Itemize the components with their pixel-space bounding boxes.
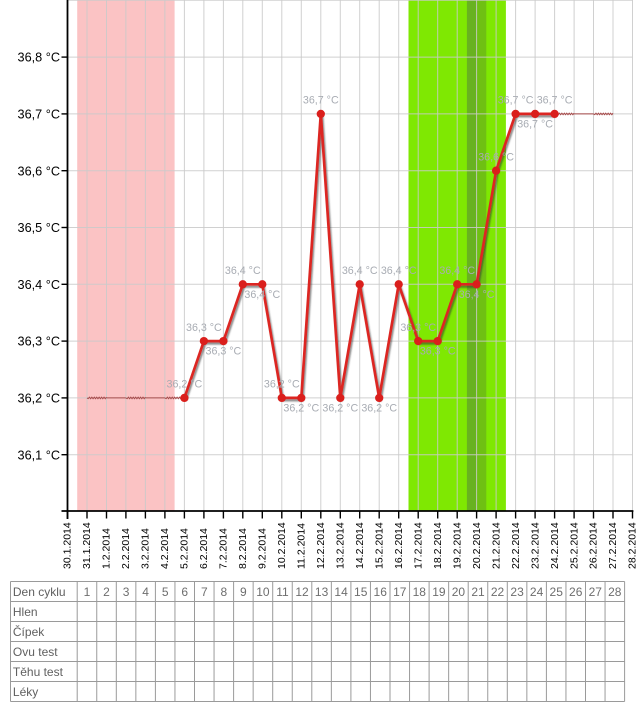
svg-text:21.2.2014: 21.2.2014 [490, 522, 502, 569]
svg-text:17.2.2014: 17.2.2014 [412, 522, 424, 569]
svg-text:8: 8 [220, 585, 227, 599]
svg-text:7: 7 [201, 585, 208, 599]
svg-text:2.2.2014: 2.2.2014 [120, 528, 132, 569]
svg-text:25: 25 [550, 585, 564, 599]
svg-text:31.1.2014: 31.1.2014 [81, 522, 93, 569]
svg-text:27.2.2014: 27.2.2014 [607, 522, 619, 569]
svg-text:Hlen: Hlen [13, 605, 38, 619]
svg-text:36,2 °C: 36,2 °C [18, 392, 60, 406]
svg-text:36,6 °C: 36,6 °C [18, 164, 60, 178]
svg-text:2: 2 [103, 585, 110, 599]
svg-text:20: 20 [452, 585, 466, 599]
svg-text:36,4 °C: 36,4 °C [18, 278, 60, 292]
svg-text:36,3 °C: 36,3 °C [18, 335, 60, 349]
svg-text:10: 10 [256, 585, 270, 599]
svg-text:36,3 °C: 36,3 °C [186, 322, 222, 334]
svg-text:36,2 °C: 36,2 °C [283, 403, 319, 415]
svg-text:36,4 °C: 36,4 °C [225, 265, 261, 277]
svg-text:16: 16 [374, 585, 388, 599]
svg-text:1: 1 [84, 585, 91, 599]
svg-text:14: 14 [334, 585, 348, 599]
svg-text:4.2.2014: 4.2.2014 [159, 528, 171, 569]
svg-text:36,4 °C: 36,4 °C [459, 289, 495, 301]
svg-text:36,4 °C: 36,4 °C [244, 289, 280, 301]
svg-text:36,4 °C: 36,4 °C [342, 265, 378, 277]
svg-text:6.2.2014: 6.2.2014 [198, 528, 210, 569]
svg-text:10.2.2014: 10.2.2014 [276, 522, 288, 569]
svg-text:36,5 °C: 36,5 °C [18, 221, 60, 235]
svg-text:9: 9 [240, 585, 247, 599]
svg-text:23: 23 [510, 585, 524, 599]
svg-text:3.2.2014: 3.2.2014 [140, 528, 152, 569]
svg-text:Den cyklu: Den cyklu [13, 585, 66, 599]
svg-text:19.2.2014: 19.2.2014 [451, 522, 463, 569]
svg-text:30.1.2014: 30.1.2014 [62, 522, 74, 569]
svg-text:36,2 °C: 36,2 °C [361, 403, 397, 415]
svg-text:26: 26 [569, 585, 583, 599]
svg-text:17: 17 [393, 585, 407, 599]
svg-text:36,8 °C: 36,8 °C [18, 51, 60, 65]
svg-text:36,3 °C: 36,3 °C [420, 346, 456, 358]
svg-text:3: 3 [123, 585, 130, 599]
svg-text:22: 22 [491, 585, 505, 599]
svg-text:21: 21 [471, 585, 485, 599]
svg-text:7.2.2014: 7.2.2014 [218, 528, 230, 569]
svg-text:36,4 °C: 36,4 °C [439, 265, 475, 277]
svg-text:36,6 °C: 36,6 °C [478, 152, 514, 164]
svg-text:6: 6 [181, 585, 188, 599]
svg-text:Ovu test: Ovu test [13, 645, 58, 659]
svg-text:36,2 °C: 36,2 °C [264, 379, 300, 391]
svg-text:11.2.2014: 11.2.2014 [296, 523, 308, 569]
svg-text:28: 28 [608, 585, 622, 599]
svg-text:Léky: Léky [13, 685, 38, 699]
svg-text:25.2.2014: 25.2.2014 [568, 522, 580, 569]
svg-text:18.2.2014: 18.2.2014 [432, 522, 444, 569]
svg-text:14.2.2014: 14.2.2014 [354, 522, 366, 569]
svg-text:26.2.2014: 26.2.2014 [588, 522, 600, 569]
svg-text:5.2.2014: 5.2.2014 [179, 528, 191, 569]
svg-text:36,3 °C: 36,3 °C [400, 322, 436, 334]
svg-text:36,7 °C: 36,7 °C [537, 95, 573, 107]
svg-text:15: 15 [354, 585, 368, 599]
svg-text:4: 4 [142, 585, 149, 599]
svg-text:15.2.2014: 15.2.2014 [373, 522, 385, 569]
svg-text:36,1 °C: 36,1 °C [18, 448, 60, 462]
svg-text:19: 19 [432, 585, 446, 599]
svg-text:23.2.2014: 23.2.2014 [529, 522, 541, 569]
svg-text:36,3 °C: 36,3 °C [206, 346, 242, 358]
svg-text:20.2.2014: 20.2.2014 [471, 522, 483, 569]
svg-text:36,7 °C: 36,7 °C [498, 95, 534, 107]
svg-text:36,7 °C: 36,7 °C [517, 119, 553, 131]
svg-text:36,7 °C: 36,7 °C [18, 108, 60, 122]
svg-text:13.2.2014: 13.2.2014 [335, 522, 347, 569]
svg-text:36,4 °C: 36,4 °C [381, 265, 417, 277]
svg-text:Čípek: Čípek [13, 624, 45, 639]
svg-text:12.2.2014: 12.2.2014 [315, 522, 327, 569]
svg-text:5: 5 [162, 585, 169, 599]
svg-text:11: 11 [276, 585, 289, 599]
svg-text:36,2 °C: 36,2 °C [322, 403, 358, 415]
svg-text:22.2.2014: 22.2.2014 [510, 522, 522, 569]
svg-text:28.2.2014: 28.2.2014 [627, 522, 639, 569]
svg-text:36,2 °C: 36,2 °C [167, 379, 203, 391]
svg-text:1.2.2014: 1.2.2014 [101, 528, 113, 569]
svg-text:12: 12 [295, 585, 309, 599]
svg-text:27: 27 [589, 585, 603, 599]
svg-text:Těhu test: Těhu test [13, 665, 64, 679]
svg-text:18: 18 [413, 585, 427, 599]
svg-text:13: 13 [315, 585, 329, 599]
svg-text:36,7 °C: 36,7 °C [303, 95, 339, 107]
svg-text:8.2.2014: 8.2.2014 [237, 528, 249, 569]
svg-text:16.2.2014: 16.2.2014 [393, 522, 405, 569]
svg-text:24: 24 [530, 585, 544, 599]
svg-text:9.2.2014: 9.2.2014 [257, 528, 269, 569]
svg-text:24.2.2014: 24.2.2014 [549, 522, 561, 569]
